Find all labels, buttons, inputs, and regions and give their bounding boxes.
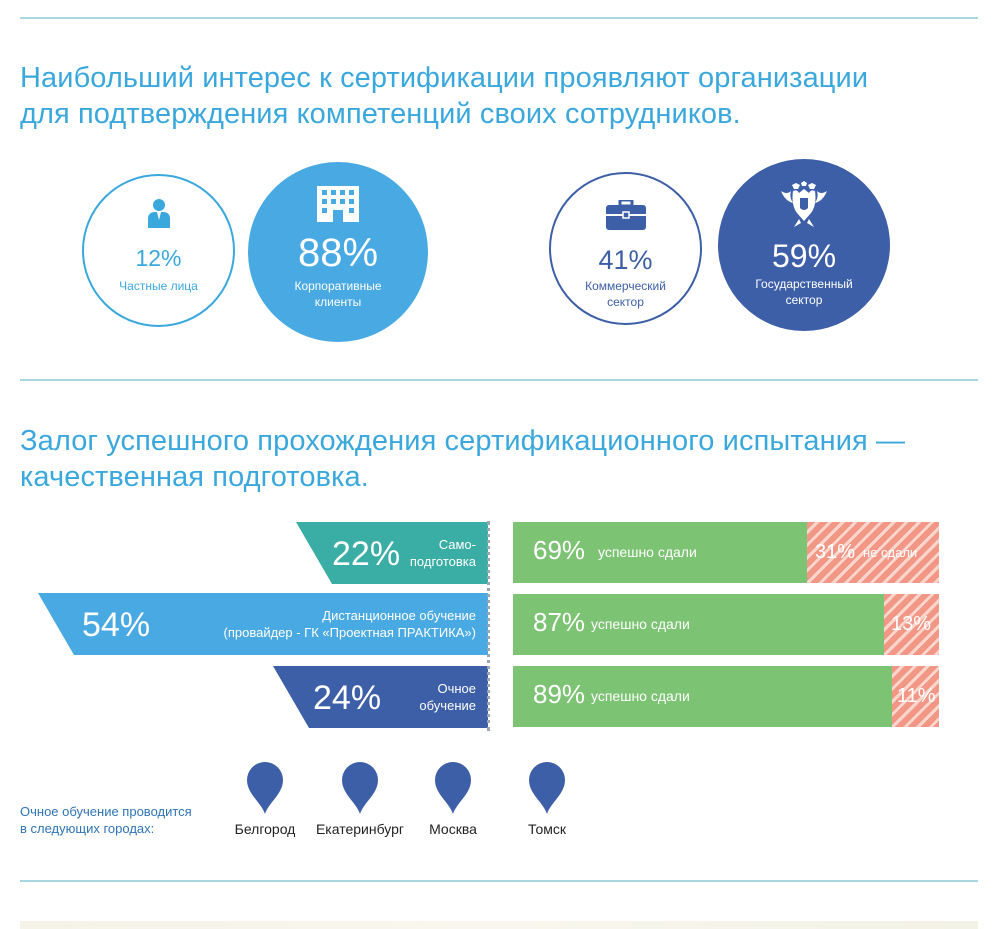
city-name: Москва (429, 821, 477, 837)
training-bar-shape (273, 666, 488, 728)
fail-segment (883, 594, 939, 655)
training-bar-inperson: 24% Очное обучение (273, 666, 488, 728)
cities-note: Очное обучение проводится в следующих го… (20, 804, 192, 836)
briefcase-icon (551, 200, 700, 230)
stat-label: Государственный сектор (755, 277, 853, 307)
training-bar-shape (38, 593, 488, 655)
stat-value: 88% (297, 231, 379, 275)
pass-label: успешно сдали (591, 688, 690, 704)
fail-segment (806, 522, 939, 583)
stat-circle-corporate: 88% Корпоративные клиенты (248, 162, 428, 342)
pass-segment (513, 594, 884, 655)
building-icon (248, 186, 428, 222)
training-bar-self: 22% Само- подготовка (296, 522, 488, 584)
result-bar-inperson: 89% успешно сдали 11% (513, 666, 939, 727)
training-label: Само- подготовка (409, 537, 476, 569)
middle-divider (20, 379, 978, 381)
stat-label: Коммерческий сектор (585, 279, 666, 309)
map-pin-icon (247, 762, 283, 814)
map-pin-icon (342, 762, 378, 814)
training-bar-shape (296, 522, 488, 584)
result-bar-remote: 87% успешно сдали 13% (513, 594, 939, 655)
pass-segment (513, 666, 893, 727)
pass-value: 89% (533, 679, 586, 709)
fail-value: 31% (815, 541, 856, 563)
stat-value: 12% (135, 245, 182, 271)
map-pin-icon (435, 762, 471, 814)
city-name: Томск (528, 821, 566, 837)
dotted-separator (487, 521, 490, 731)
fail-value: 13% (891, 613, 932, 635)
training-bar-remote: 54% Дистанционное обучение (провайдер - … (38, 593, 488, 655)
footer-strip (20, 921, 978, 929)
bottom-divider (20, 880, 978, 882)
pass-value: 87% (533, 607, 586, 637)
coat-of-arms-icon (718, 181, 890, 227)
fail-value: 11% (897, 685, 936, 707)
person-icon (84, 198, 233, 228)
stat-circle-private: 12% Частные лица (82, 174, 235, 327)
training-label: Очное обучение (419, 681, 476, 713)
fail-segment (892, 666, 939, 727)
stat-label: Корпоративные клиенты (294, 279, 382, 309)
stat-value: 41% (598, 245, 653, 275)
map-pin-icon (529, 762, 565, 814)
training-value: 54% (82, 606, 151, 644)
training-value: 22% (332, 535, 401, 573)
stat-label: Частные лица (119, 279, 198, 293)
stat-circle-commercial: 41% Коммерческий сектор (549, 172, 702, 325)
training-label: Дистанционное обучение (провайдер - ГК «… (223, 608, 477, 640)
section1-title: Наибольший интерес к сертификации проявл… (20, 62, 869, 130)
training-value: 24% (313, 679, 382, 717)
city-name: Екатеринбург (315, 821, 405, 837)
section2-title: Залог успешного прохождения сертификацио… (20, 425, 906, 493)
result-bar-self: 69% успешно сдали 31% не сдали (513, 522, 939, 583)
fail-label: не сдали (863, 545, 918, 560)
stat-value: 59% (771, 238, 837, 274)
stat-circle-state: 59% Государственный сектор (718, 159, 890, 331)
top-divider (20, 17, 978, 19)
pass-label: успешно сдали (598, 544, 697, 560)
pass-segment (513, 522, 807, 583)
pass-label: успешно сдали (591, 616, 690, 632)
pass-value: 69% (533, 535, 586, 565)
city-name: Белгород (234, 821, 296, 837)
